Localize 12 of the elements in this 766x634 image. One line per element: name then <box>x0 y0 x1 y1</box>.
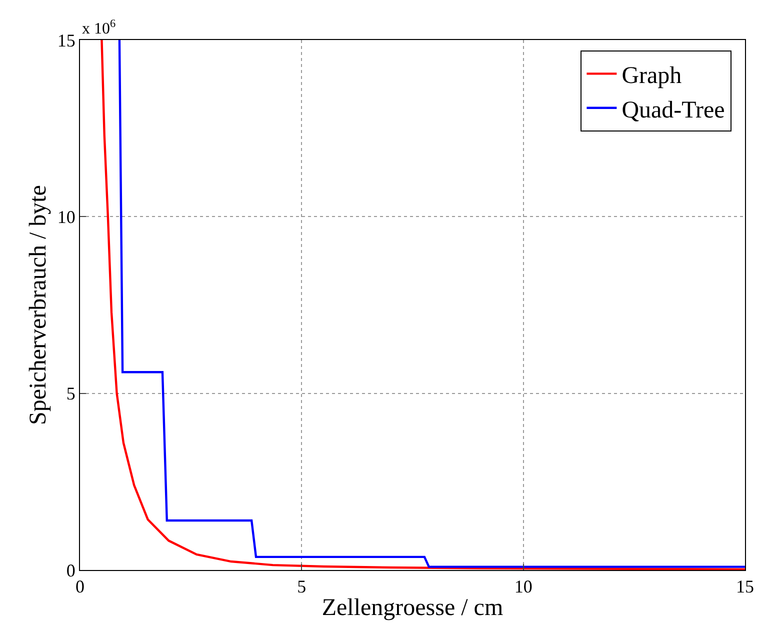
y-tick-label: 10 <box>57 206 76 227</box>
y-tick-label: 15 <box>57 30 76 50</box>
y-tick-label: 5 <box>66 384 76 404</box>
x-axis-title: Zellengroesse / cm <box>322 594 504 621</box>
x-tick-label: 5 <box>297 576 306 597</box>
x-tick-label: 15 <box>736 576 754 597</box>
y-axis-title: Speicherverbrauch / byte <box>26 185 52 425</box>
y-tick-label: 0 <box>66 560 76 580</box>
x-tick-label: 10 <box>514 576 532 597</box>
text: x 10$^{6}$ <box>82 18 116 38</box>
legend-label: Graph <box>622 63 682 90</box>
legend-label: Quad-Tree <box>622 97 725 124</box>
